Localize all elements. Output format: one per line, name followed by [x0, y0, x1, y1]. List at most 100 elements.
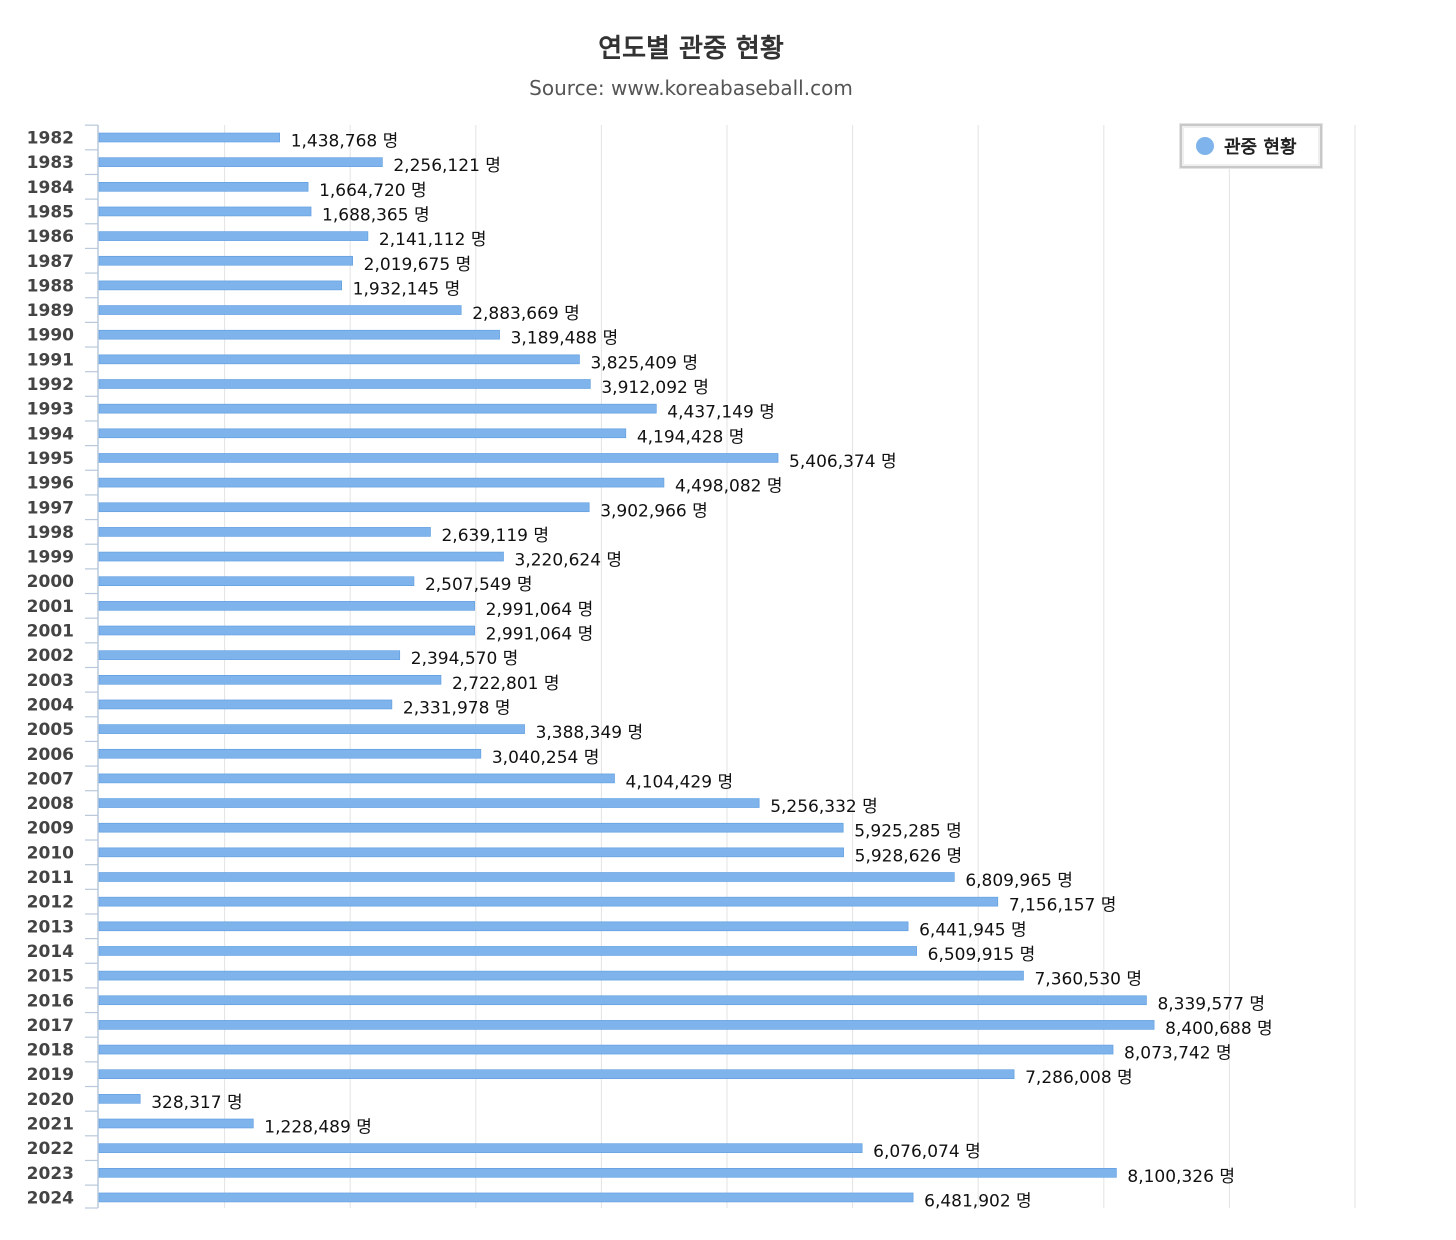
y-tick-label: 2004 [27, 695, 74, 715]
y-tick-label: 2003 [27, 671, 74, 691]
bar[interactable] [98, 872, 955, 882]
data-label: 5,925,285 명 [854, 822, 962, 842]
data-label: 8,339,577 명 [1157, 994, 1265, 1014]
data-label: 5,928,626 명 [855, 846, 963, 866]
data-label: 7,156,157 명 [1009, 896, 1117, 916]
data-label: 2,019,675 명 [364, 255, 472, 275]
y-tick-label: 1987 [27, 252, 74, 272]
data-label: 5,256,332 명 [770, 797, 878, 817]
y-tick-label: 1999 [27, 548, 74, 568]
bar[interactable] [98, 305, 462, 315]
data-label: 3,912,092 명 [601, 378, 709, 398]
data-label: 2,507,549 명 [425, 575, 533, 595]
bar[interactable] [98, 527, 431, 537]
bar[interactable] [98, 453, 779, 463]
bar[interactable] [98, 502, 590, 513]
y-tick-label: 1991 [27, 350, 74, 370]
data-label: 2,256,121 명 [393, 156, 501, 176]
bar[interactable] [98, 896, 999, 907]
bar[interactable] [98, 625, 475, 636]
y-tick-label: 2014 [27, 942, 74, 962]
bar[interactable] [98, 798, 760, 808]
data-label: 3,040,254 명 [492, 748, 600, 768]
y-tick-label: 2013 [27, 917, 74, 937]
bar[interactable] [98, 1020, 1155, 1030]
y-tick-label: 2010 [27, 843, 74, 863]
y-tick-label: 2023 [27, 1164, 74, 1184]
bar[interactable] [98, 551, 504, 562]
y-tick-label: 1983 [27, 153, 74, 173]
data-label: 7,286,008 명 [1025, 1068, 1133, 1088]
data-label: 3,388,349 명 [536, 723, 644, 743]
data-label: 3,825,409 명 [590, 353, 698, 373]
bar[interactable] [98, 946, 917, 956]
bar[interactable] [98, 477, 665, 488]
bar[interactable] [98, 773, 615, 784]
y-tick-label: 1988 [27, 276, 74, 296]
bar[interactable] [98, 921, 909, 932]
bar[interactable] [98, 1118, 254, 1129]
bar[interactable] [98, 231, 369, 241]
y-tick-label: 2005 [27, 720, 74, 740]
y-tick-label: 2024 [27, 1188, 74, 1208]
bar[interactable] [98, 1069, 1015, 1079]
y-tick-label: 2021 [27, 1115, 74, 1135]
data-label: 2,141,112 명 [379, 230, 487, 250]
data-label: 6,509,915 명 [928, 945, 1036, 965]
bar[interactable] [98, 379, 591, 389]
data-label: 1,438,768 명 [291, 132, 399, 152]
bar[interactable] [98, 822, 844, 833]
data-label: 328,317 명 [151, 1093, 242, 1113]
bar[interactable] [98, 699, 393, 710]
bar[interactable] [98, 674, 442, 685]
y-tick-label: 1984 [27, 178, 74, 198]
bar[interactable] [98, 724, 525, 734]
data-label: 1,932,145 명 [353, 279, 461, 299]
bar[interactable] [98, 970, 1024, 981]
data-label: 2,639,119 명 [441, 526, 549, 546]
y-tick-label: 1994 [27, 424, 74, 444]
y-tick-label: 1986 [27, 227, 74, 247]
data-label: 1,664,720 명 [319, 181, 427, 201]
data-label: 2,991,064 명 [486, 600, 594, 620]
bar[interactable] [98, 748, 482, 759]
chart-legend[interactable]: 관중 현황 [1180, 124, 1322, 168]
y-tick-label: 1992 [27, 375, 74, 395]
bar[interactable] [98, 132, 281, 143]
data-label: 4,437,149 명 [667, 403, 775, 423]
data-label: 2,722,801 명 [452, 674, 560, 694]
y-tick-label: 2020 [27, 1090, 74, 1110]
y-tick-label: 2015 [27, 967, 74, 987]
bar[interactable] [98, 403, 657, 414]
bar[interactable] [98, 255, 353, 266]
y-tick-label: 2022 [27, 1139, 74, 1159]
bar[interactable] [98, 576, 415, 587]
data-label: 6,441,945 명 [919, 920, 1027, 940]
bar[interactable] [98, 354, 580, 365]
bar[interactable] [98, 157, 383, 167]
bar[interactable] [98, 1094, 141, 1104]
bar[interactable] [98, 329, 500, 340]
bar[interactable] [98, 995, 1147, 1006]
y-tick-label: 2000 [27, 572, 74, 592]
bar[interactable] [98, 847, 844, 858]
bar[interactable] [98, 650, 401, 660]
data-label: 7,360,530 명 [1034, 970, 1142, 990]
bar[interactable] [98, 1168, 1117, 1178]
bar[interactable] [98, 1143, 863, 1153]
bar[interactable] [98, 206, 312, 217]
bar[interactable] [98, 1192, 914, 1203]
bar[interactable] [98, 1044, 1114, 1055]
bar[interactable] [98, 428, 627, 439]
bar[interactable] [98, 280, 342, 291]
bar[interactable] [98, 601, 475, 611]
y-tick-label: 2011 [27, 868, 74, 888]
bar[interactable] [98, 182, 309, 192]
y-tick-label: 2008 [27, 794, 74, 814]
y-tick-label: 2018 [27, 1041, 74, 1061]
chart-subtitle: Source: www.koreabaseball.com [529, 76, 853, 100]
data-label: 5,406,374 명 [789, 452, 897, 472]
data-label: 4,498,082 명 [675, 477, 783, 497]
data-label: 2,991,064 명 [486, 625, 594, 645]
